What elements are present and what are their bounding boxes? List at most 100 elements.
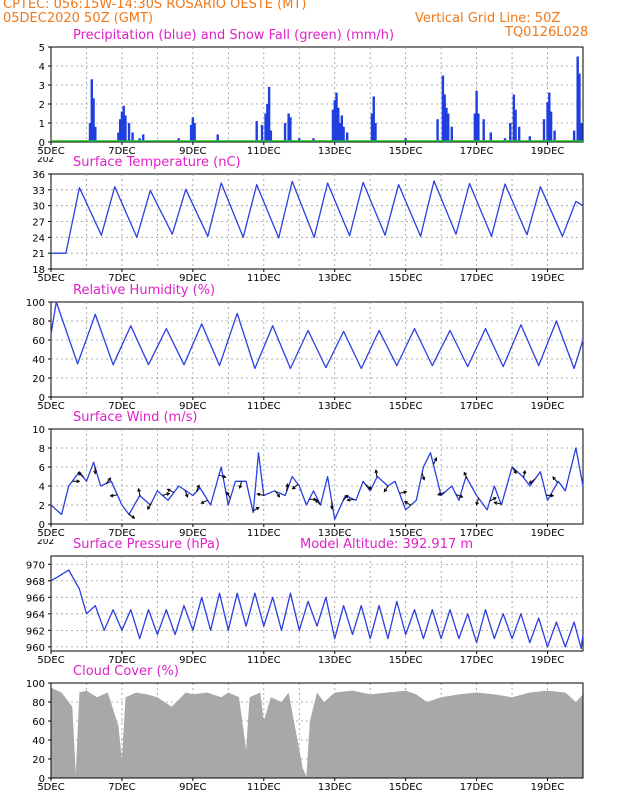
y-tick-label: 960 [26, 643, 45, 654]
x-tick-label: 19DEC [531, 273, 565, 284]
precip-bar [576, 56, 579, 142]
wind-arrow-head [137, 487, 141, 492]
y-tick-label: 968 [26, 577, 45, 588]
wind-arrow-head [528, 480, 533, 484]
precip-bar [264, 113, 267, 142]
x-tick-label: 9DEC [179, 273, 206, 284]
x-tick-label: 7DEC [108, 401, 135, 412]
wind-arrow-head [330, 505, 334, 510]
wind-arrow [432, 457, 437, 465]
x-tick-label: 15DEC [389, 273, 423, 284]
precip-bar [370, 113, 374, 142]
y-tick-label: 964 [26, 610, 45, 621]
precip-bar [512, 94, 516, 142]
precip-bar [177, 138, 180, 142]
precip-bar [475, 90, 478, 142]
x-tick-label: 17DEC [460, 401, 494, 412]
x-tick-label: 17DEC [460, 273, 494, 284]
wind-arrow [128, 513, 135, 519]
precip-bar [549, 111, 553, 142]
y-tick-label: 100 [26, 679, 45, 690]
x-tick-label: 11DEC [247, 782, 281, 793]
wind-arrow [315, 499, 321, 506]
y-tick-label: 10 [32, 425, 45, 436]
precip-bar [528, 136, 531, 142]
y-tick-label: 21 [32, 249, 45, 260]
precip-bar [189, 124, 193, 142]
y-tick-label: 20 [32, 374, 45, 385]
precip-bar [503, 138, 507, 142]
x-tick-label: 11DEC [247, 146, 281, 157]
wind-arrow-head [313, 497, 318, 502]
x-tick-label: 5DEC [37, 782, 64, 793]
y-tick-label: 4 [39, 482, 45, 493]
wind-arrow-head [344, 494, 349, 499]
precip-bar [441, 75, 445, 142]
precip-bar [340, 115, 344, 142]
wind-arrow [218, 474, 226, 478]
x-tick-label: 7DEC [108, 782, 135, 793]
y-tick-label: 8 [39, 444, 45, 455]
precip-bar [443, 94, 446, 142]
precip-bar [191, 117, 195, 142]
wind-arrow [494, 501, 502, 505]
y-tick-label: 18 [32, 265, 45, 276]
wind-arrow [138, 488, 141, 496]
wind-arrow-head [437, 492, 442, 496]
panel-frame [50, 555, 584, 652]
precip-bar [117, 132, 120, 142]
x-tick-label: 17DEC [460, 655, 494, 666]
y-tick-label: 3 [39, 81, 45, 92]
y-tick-label: 24 [32, 233, 45, 244]
x-tick-label: 13DEC [318, 782, 352, 793]
y-tick-label: 100 [26, 298, 45, 309]
wind-arrow [546, 494, 554, 497]
x-tick-label: 9DEC [179, 782, 206, 793]
x-tick-label: 7DEC [108, 146, 135, 157]
precip-bar [542, 119, 546, 142]
x-tick-label: 15DEC [389, 528, 423, 539]
precip-bar [335, 92, 338, 142]
wind-arrow-head [226, 491, 230, 496]
precip-bar [447, 113, 450, 142]
precip-bar [333, 100, 336, 142]
y-tick-label: 4 [39, 62, 45, 73]
precip-bar [120, 111, 124, 142]
precip-bar [450, 126, 453, 142]
precip-bar [266, 104, 269, 142]
x-tick-label: 9DEC [179, 655, 206, 666]
wind-arrow [167, 488, 175, 493]
wind-arrow [292, 483, 299, 490]
precip-bar [94, 126, 97, 142]
wind-arrow [383, 485, 389, 492]
precip-bar [345, 132, 349, 142]
precip-bar [477, 113, 480, 142]
y-tick-label: 0 [39, 138, 45, 149]
wind-arrow-head [93, 470, 98, 475]
wind-arrow-head [291, 485, 296, 490]
wind-arrow-head [550, 493, 555, 498]
x-tick-label: 13DEC [318, 528, 352, 539]
precip-bar [312, 138, 315, 142]
precip-title: Precipitation (blue) and Snow Fall (gree… [73, 28, 395, 43]
precip-bar [372, 96, 375, 142]
y-tick-label: 40 [32, 736, 45, 747]
y-tick-label: 27 [32, 218, 45, 229]
temperature-title: Surface Temperature (nC) [73, 155, 241, 170]
wind-arrow [475, 497, 480, 505]
wind-arrow-head [276, 493, 281, 498]
header-station-line: CPTEC: 056:15W-14:30S ROSARIO OESTE (MT) [3, 0, 307, 12]
precip-bar [436, 119, 439, 142]
wind-arrow-head [76, 479, 81, 484]
x-tick-label: 13DEC [318, 401, 352, 412]
x-tick-label: 15DEC [389, 401, 423, 412]
wind-arrow-head [493, 501, 498, 505]
y-tick-label: 33 [32, 186, 45, 197]
humidity-line [50, 301, 584, 370]
x-tick-label: 13DEC [318, 146, 352, 157]
precip-bar [548, 92, 551, 142]
wind-arrow [437, 491, 445, 496]
x-tick-label: 17DEC [460, 146, 494, 157]
y-tick-label: 2 [39, 501, 45, 512]
